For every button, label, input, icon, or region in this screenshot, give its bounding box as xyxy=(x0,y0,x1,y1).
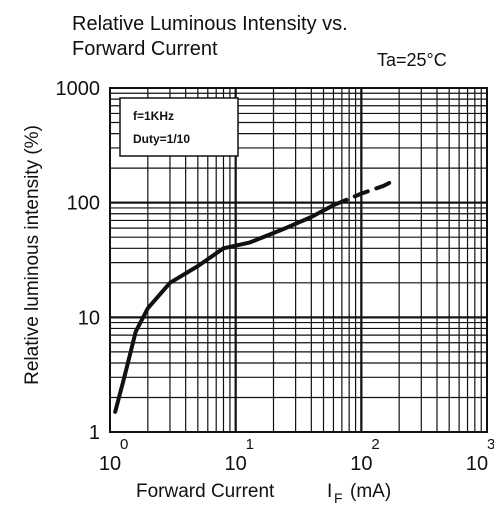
chart-title-line-2: Forward Current xyxy=(72,38,218,60)
x-tick-label: 10 xyxy=(350,453,372,475)
x-tick-exponent: 2 xyxy=(371,436,379,453)
note-line: f=1KHz xyxy=(133,109,174,123)
y-tick-label: 100 xyxy=(67,193,100,215)
x-axis-subscript: F xyxy=(334,490,343,506)
x-axis-label: Forward Current xyxy=(136,481,275,502)
temperature-condition: Ta=25°C xyxy=(377,50,447,70)
y-tick-label: 1000 xyxy=(56,78,101,100)
chart-title-line-1: Relative Luminous Intensity vs. xyxy=(72,13,348,35)
x-tick-exponent: 3 xyxy=(487,436,494,453)
note-line: Duty=1/10 xyxy=(133,132,190,146)
y-tick-label: 1 xyxy=(89,422,100,444)
note-box-frame xyxy=(120,98,238,156)
note-box: f=1KHz Duty=1/10 xyxy=(120,98,238,156)
x-tick-label: 10 xyxy=(225,453,247,475)
x-tick-label: 10 xyxy=(466,453,488,475)
series-line-dashed xyxy=(334,181,394,205)
x-axis-symbol: I xyxy=(327,481,332,502)
x-axis-unit: (mA) xyxy=(350,481,391,502)
x-tick-exponent: 1 xyxy=(246,436,254,453)
x-tick-exponent: 0 xyxy=(120,436,128,453)
y-axis-label: Relative luminous intensity (%) xyxy=(22,125,43,385)
y-tick-label: 10 xyxy=(78,307,100,329)
x-tick-label: 10 xyxy=(99,453,121,475)
